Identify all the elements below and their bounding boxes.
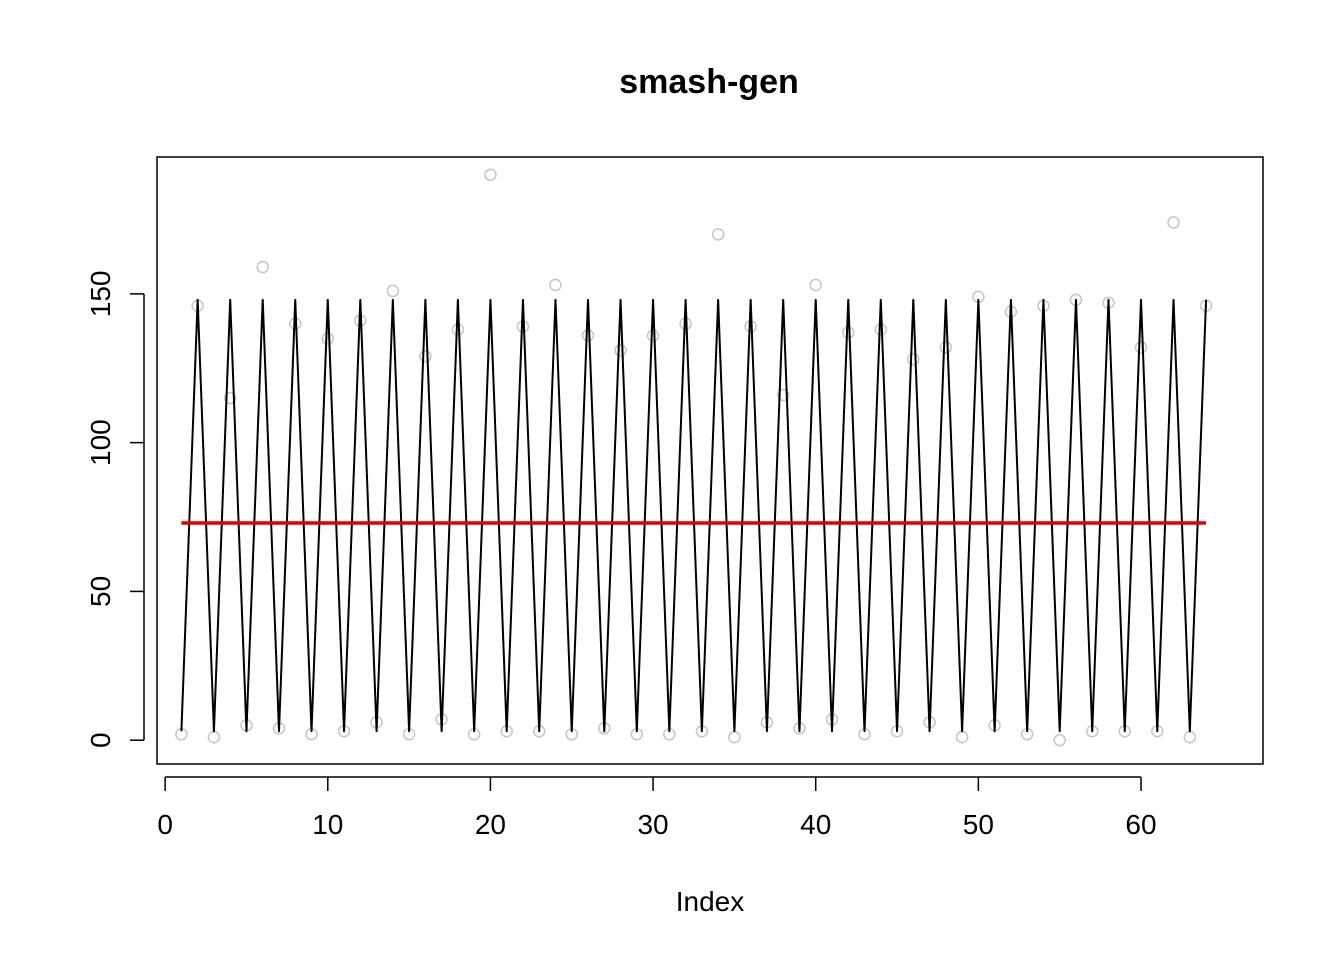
x-tick-label: 60 [1125,809,1156,840]
x-tick-label: 40 [800,809,831,840]
data-point [711,228,725,241]
data-point [256,260,270,274]
y-axis: 0 50 100 150 [85,271,145,748]
data-point [841,326,855,339]
data-point [614,344,627,357]
data-point [907,353,920,366]
data-point [484,168,497,182]
series-layer [175,168,1213,747]
data-point [581,329,595,342]
data-point [419,350,432,363]
data-point [728,730,741,744]
x-axis-label: Index [676,886,745,917]
plot-area-frame [156,156,1264,765]
data-point [776,388,790,402]
data-point [549,278,562,292]
data-point [1183,730,1197,744]
y-tick-label: 100 [85,419,116,466]
x-tick-label: 50 [963,809,994,840]
y-tick-label: 50 [85,576,116,607]
x-axis: 0 10 20 30 40 50 60 [157,776,1157,840]
data-point [955,730,969,744]
data-point [386,284,400,298]
x-tick-label: 10 [312,809,343,840]
x-tick-label: 20 [475,809,506,840]
x-tick-label: 0 [157,809,173,840]
data-point [1167,216,1180,229]
data-point [1053,733,1066,747]
data-point [939,341,953,354]
y-tick-label: 150 [85,271,116,318]
data-point [321,332,335,345]
x-tick-label: 30 [637,809,668,840]
data-point [223,391,237,405]
y-tick-label: 0 [85,732,116,748]
data-point [809,278,823,292]
data-point [646,329,660,342]
estimate-line [180,298,1208,733]
chart-title: smash-gen [619,63,799,101]
data-point [207,730,221,744]
data-point [1134,341,1148,354]
